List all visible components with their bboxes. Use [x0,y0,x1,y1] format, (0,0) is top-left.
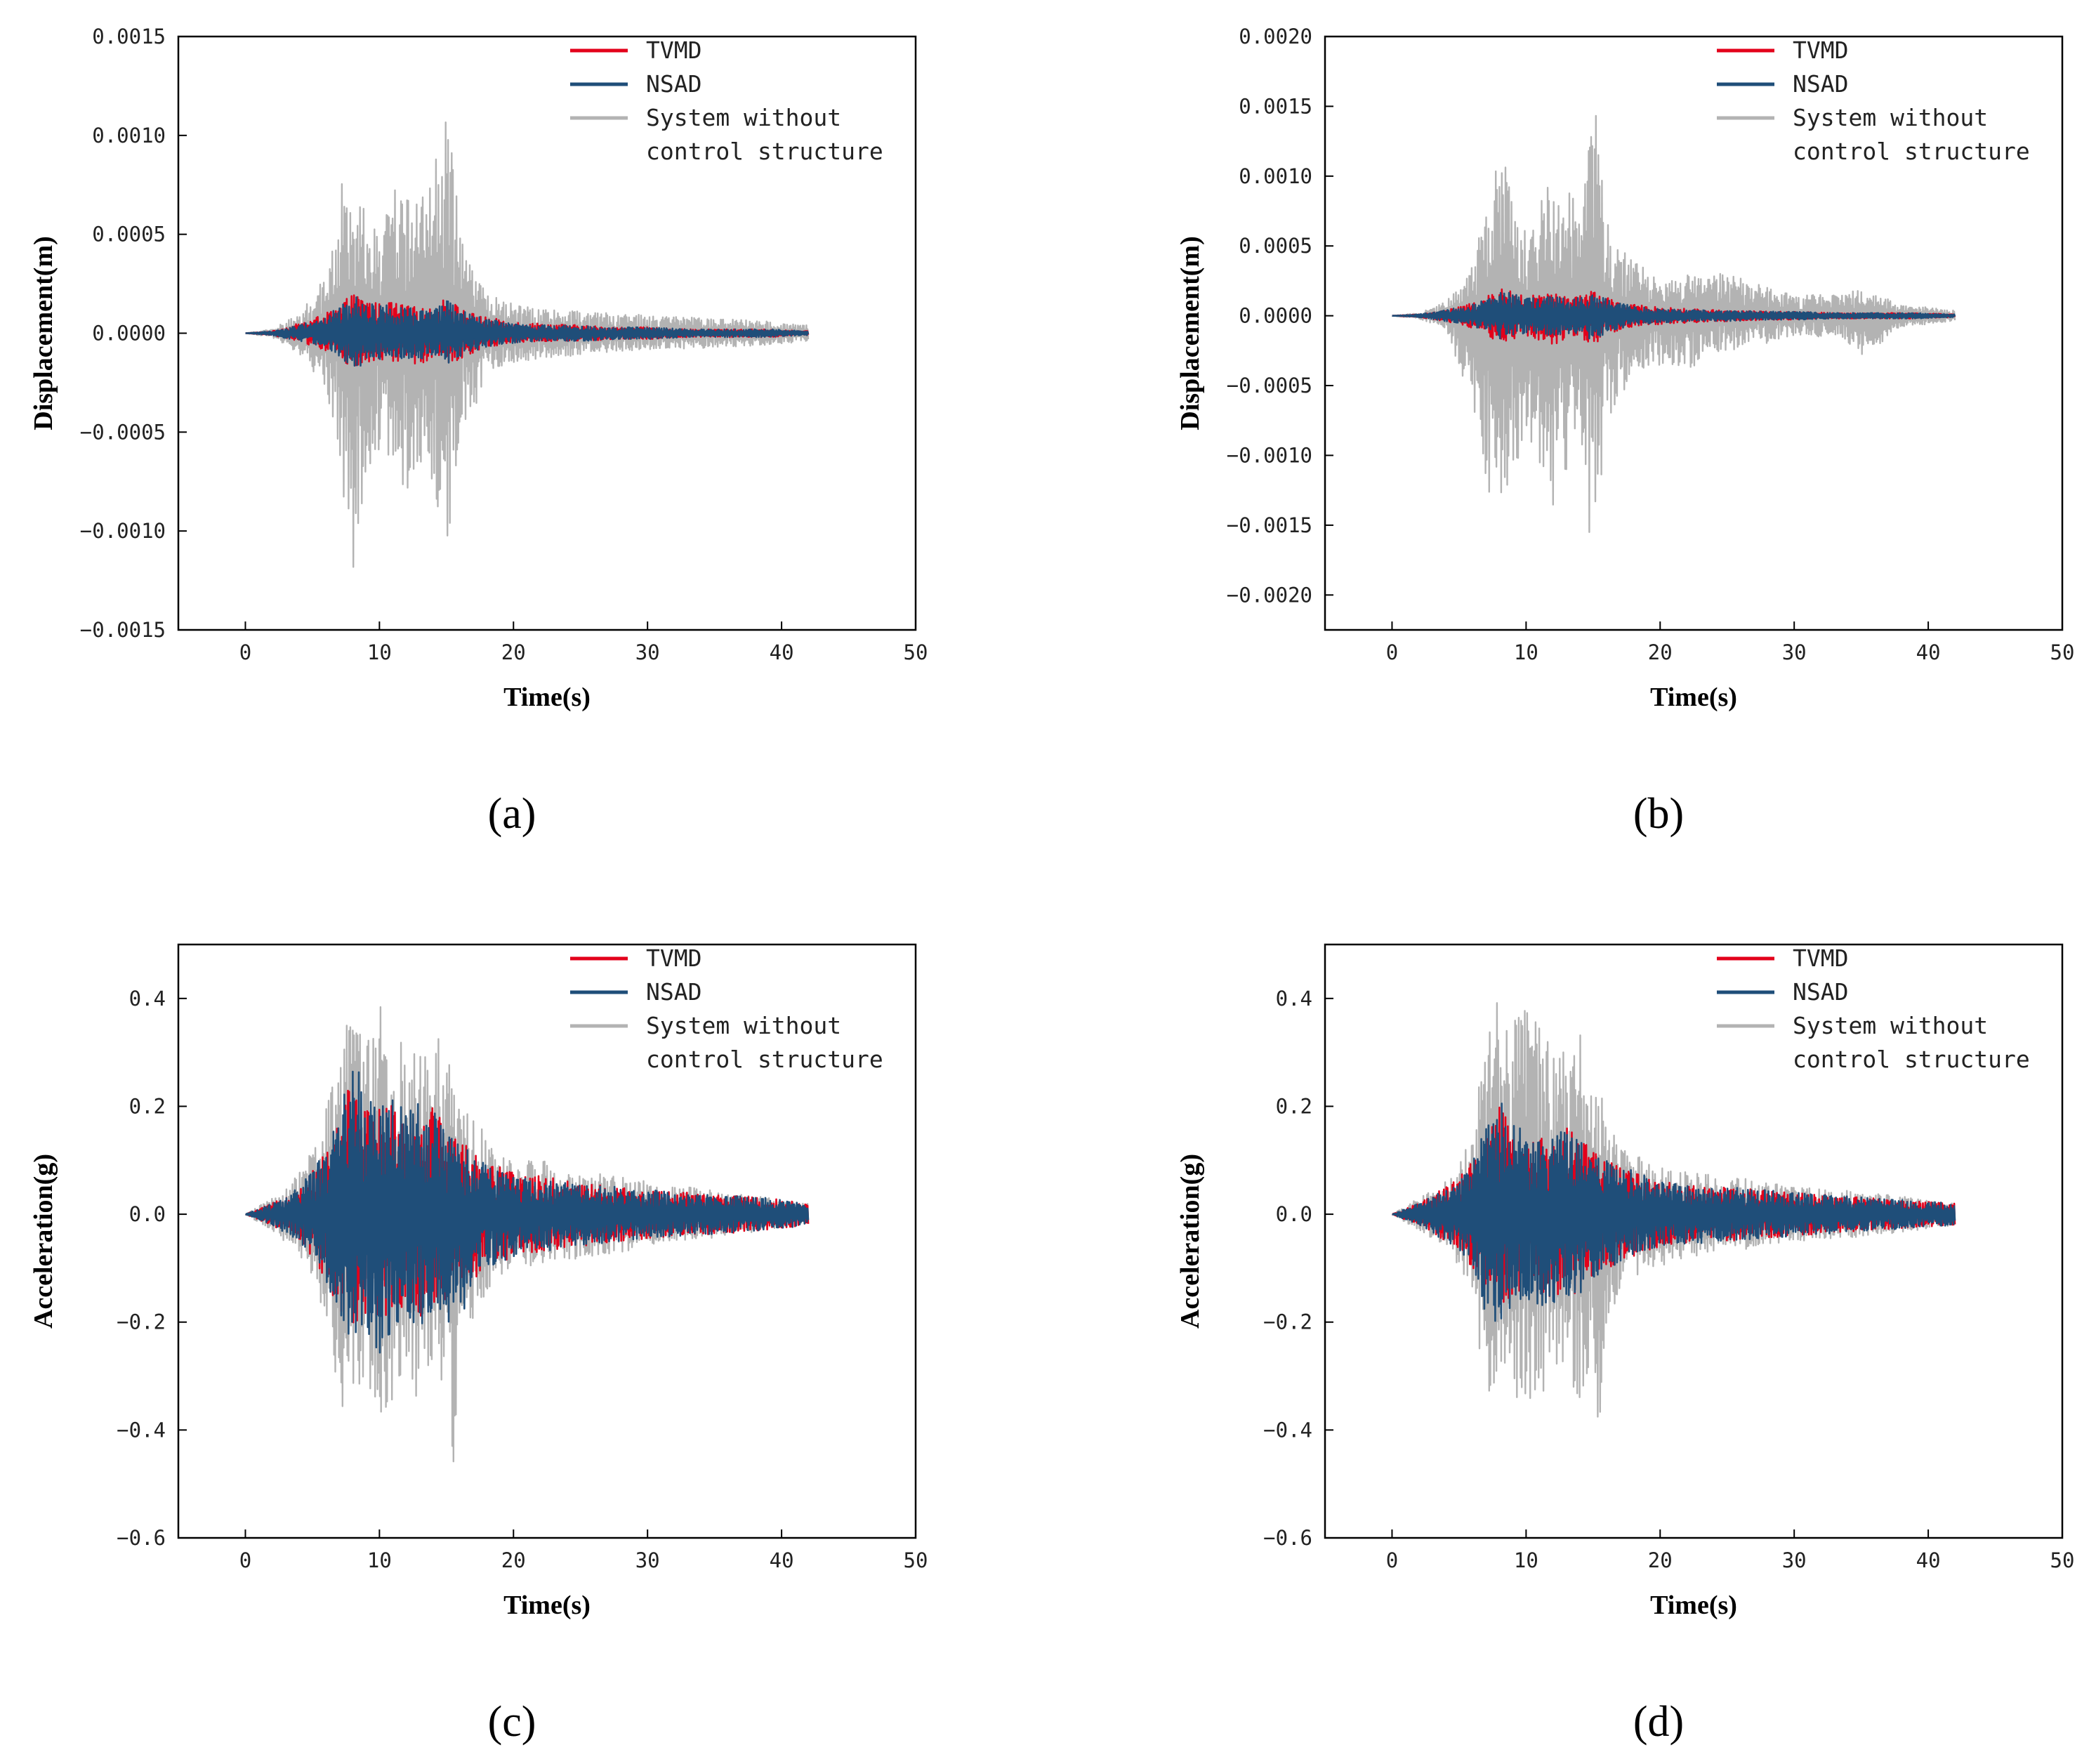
panel-label: (b) [1633,790,1684,838]
x-axis-title: Time(s) [503,1591,591,1620]
y-tick-label: 0.4 [129,987,166,1011]
x-tick-label: 50 [2050,1548,2075,1572]
x-tick-label: 10 [367,1548,392,1572]
y-tick-label: −0.0010 [1227,443,1312,467]
y-tick-label: −0.2 [1263,1310,1312,1334]
y-tick-label: 0.4 [1276,987,1312,1011]
chart-panel-a: 0 10 20 30 40 50 −0.0015 −0.0010 −0.0005 0.0000 0.… [29,25,928,838]
legend-label-tvmd: TVMD [1793,944,1848,972]
x-tick-label: 50 [904,1548,928,1572]
legend-label-tvmd: TVMD [646,37,701,64]
legend-label-line: System without [1793,1012,1988,1039]
x-tick-label: 10 [1514,1548,1538,1572]
x-tick-label: 50 [904,640,928,664]
plot-frame [1324,35,2064,631]
x-tick-label: 50 [2050,640,2075,664]
x-axis-title: Time(s) [503,683,591,712]
y-tick-label: 0.0005 [92,223,166,246]
x-tick-label: 0 [239,640,251,664]
x-tick-label: 40 [770,640,794,664]
legend-label-line: control structure [1793,138,2030,165]
y-tick-label: 0.0000 [1239,304,1312,328]
y-axis-title: Acceleration(g) [29,1154,58,1329]
series-line-nsad [1392,291,1956,340]
legend-label-line: control structure [1793,1046,2030,1073]
y-tick-label: −0.6 [117,1526,166,1550]
legend-label-tvmd: TVMD [646,944,701,972]
series-line-system-without-control-structure [1392,114,1956,533]
x-tick-label: 40 [1916,1548,1941,1572]
plot-frame [1324,943,2064,1539]
y-tick-label: −0.0015 [80,618,166,642]
y-tick-label: −0.0015 [1227,513,1312,537]
x-tick-label: 30 [1782,1548,1807,1572]
legend-label-line: control structure [646,1046,883,1073]
x-tick-label: 40 [1916,640,1941,664]
y-axis-title: Displacement(m) [1175,236,1205,430]
y-tick-label: 0.0 [129,1202,166,1226]
y-tick-label: 0.0015 [92,25,166,48]
y-tick-label: −0.0005 [1227,374,1312,397]
x-tick-label: 10 [1514,640,1538,664]
x-tick-label: 0 [239,1548,251,1572]
x-axis-title: Time(s) [1650,683,1737,712]
y-tick-label: −0.4 [117,1418,166,1442]
legend-label-nsad: NSAD [1793,978,1848,1006]
legend-label-nsad: NSAD [1793,70,1848,98]
y-tick-label: −0.0010 [80,519,166,543]
legend-label-line: System without [646,104,841,131]
y-tick-label: −0.4 [1263,1418,1312,1442]
y-tick-label: 0.0 [1276,1202,1312,1226]
chart-panel-b: 0 10 20 30 40 50 −0.0020 −0.0015 −0.0010 −0.0005 0… [1175,25,2074,838]
y-tick-label: −0.0005 [80,420,166,444]
x-tick-label: 30 [635,1548,660,1572]
chart-panel-c: 0 10 20 30 40 50 −0.6 −0.4 −0.2 0.0 0.2 0.4 Time(s) A… [29,943,928,1746]
x-tick-label: 0 [1386,1548,1398,1572]
legend-label-line: System without [1793,104,1988,131]
y-tick-label: −0.6 [1263,1526,1312,1550]
legend-label-line: System without [646,1012,841,1039]
y-tick-label: 0.0010 [1239,164,1312,188]
y-tick-label: 0.0000 [92,322,166,345]
panel-label: (c) [488,1698,536,1746]
legend-label-system-without-control-structure: System without control structure [1793,1012,2030,1073]
x-tick-label: 20 [1648,1548,1673,1572]
legend-label-system-without-control-structure: System without control structure [1793,104,2030,165]
y-tick-label: 0.0005 [1239,234,1312,258]
y-tick-label: −0.2 [117,1310,166,1334]
y-axis-title: Acceleration(g) [1175,1154,1205,1329]
x-tick-label: 40 [770,1548,794,1572]
plot-frame [177,943,917,1539]
y-axis-title: Displacement(m) [29,236,58,430]
series-line-nsad [245,296,810,367]
series-line-nsad [1392,1102,1956,1322]
legend-label-system-without-control-structure: System without control structure [646,1012,883,1073]
x-tick-label: 20 [1648,640,1673,664]
y-tick-label: 0.2 [129,1094,166,1118]
y-tick-label: 0.2 [1276,1094,1312,1118]
y-tick-label: 0.0020 [1239,25,1312,48]
y-tick-label: 0.0015 [1239,94,1312,118]
x-tick-label: 20 [501,1548,526,1572]
panel-label: (a) [488,790,536,838]
x-tick-label: 10 [367,640,392,664]
legend-label-nsad: NSAD [646,70,701,98]
x-tick-label: 30 [635,640,660,664]
y-tick-label: −0.0020 [1227,583,1312,607]
x-axis-title: Time(s) [1650,1591,1737,1620]
legend-label-line: control structure [646,138,883,165]
series-line-nsad [245,1070,810,1354]
legend-label-system-without-control-structure: System without control structure [646,104,883,165]
legend-label-nsad: NSAD [646,978,701,1006]
x-tick-label: 30 [1782,640,1807,664]
x-tick-label: 20 [501,640,526,664]
y-tick-label: 0.0010 [92,124,166,147]
panel-label: (d) [1633,1698,1684,1746]
chart-panel-d: 0 10 20 30 40 50 −0.6 −0.4 −0.2 0.0 0.2 0.4 Time(s) A… [1175,943,2075,1746]
legend-label-tvmd: TVMD [1793,37,1848,64]
x-tick-label: 0 [1386,640,1398,664]
